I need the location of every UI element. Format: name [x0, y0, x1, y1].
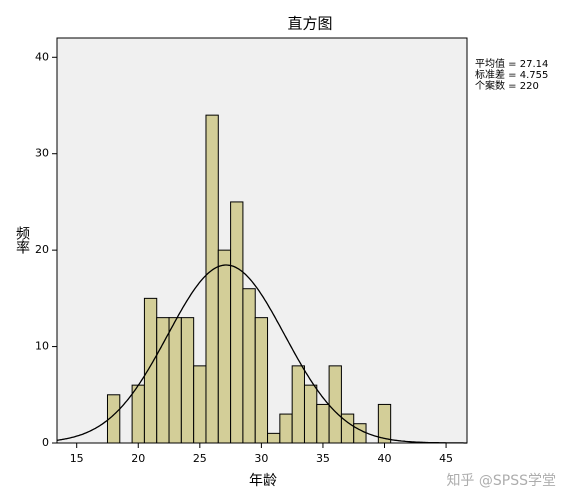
bar: [143, 297, 158, 444]
bar: [230, 201, 244, 444]
bar: [279, 413, 293, 444]
x-tick-label: 15: [70, 452, 84, 465]
bar: [193, 365, 207, 444]
x-tick-label: 30: [254, 452, 268, 465]
normal-curve: [56, 264, 467, 444]
y-tick-label: 0: [42, 436, 49, 449]
watermark: 知乎 @SPSS学堂: [446, 472, 556, 489]
x-tick-label: 40: [378, 452, 392, 465]
bar: [377, 403, 392, 444]
x-tick-label: 45: [439, 452, 453, 465]
y-tick-label: 10: [35, 340, 49, 353]
bar: [254, 317, 269, 444]
stat-n: 个案数 = 220: [475, 79, 539, 92]
bar: [180, 317, 195, 444]
chart-title: 直方图: [287, 15, 332, 33]
bar: [168, 317, 182, 444]
bar: [217, 249, 232, 444]
bar: [106, 394, 121, 444]
x-tick-label: 20: [131, 452, 145, 465]
bar: [205, 114, 219, 444]
bar: [242, 288, 256, 444]
y-tick-label: 20: [35, 243, 49, 256]
bar: [303, 384, 318, 444]
x-tick-label: 35: [316, 452, 330, 465]
bar: [353, 423, 367, 444]
y-axis-label: 频率: [14, 226, 30, 254]
bar: [328, 365, 342, 444]
x-axis-label: 年龄: [249, 473, 277, 489]
bar: [267, 432, 281, 444]
y-tick-label: 30: [35, 147, 49, 160]
bar: [291, 365, 305, 444]
stat-sd: 标准差 = 4.755: [475, 68, 548, 81]
x-tick-label: 25: [193, 452, 207, 465]
bar: [131, 384, 145, 444]
stat-mean: 平均值 = 27.14: [475, 57, 548, 70]
y-tick-label: 40: [35, 50, 49, 63]
bar: [316, 403, 330, 444]
